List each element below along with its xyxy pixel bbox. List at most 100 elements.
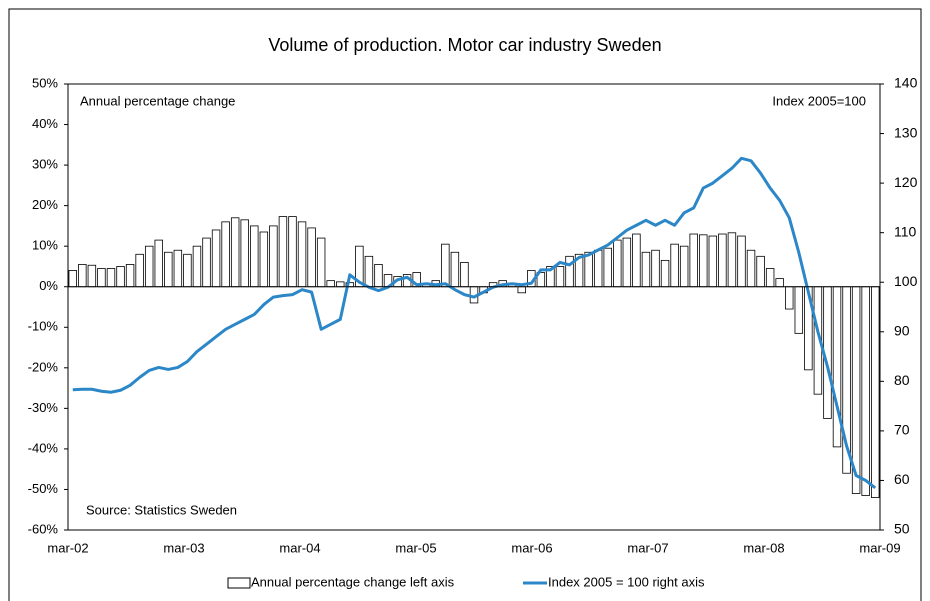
y2-tick-label: 130: [894, 124, 918, 140]
bar: [144, 245, 154, 288]
bar: [765, 268, 775, 288]
legend-label: Annual percentage change left axis: [251, 574, 455, 589]
y-tick-label: 20%: [32, 197, 58, 212]
y-tick-label: 40%: [32, 116, 58, 131]
y2-tick-label: 110: [894, 223, 917, 239]
annotation: Annual percentage change: [80, 93, 235, 108]
bar: [775, 278, 784, 288]
bar: [326, 280, 335, 288]
bar: [660, 259, 670, 288]
bar: [450, 251, 460, 288]
bar: [699, 234, 708, 288]
x-tick-label: mar-06: [511, 540, 552, 555]
bar: [259, 231, 269, 288]
bar: [565, 255, 574, 288]
bar: [288, 216, 297, 288]
bar: [737, 235, 746, 288]
y-tick-label: -10%: [28, 319, 59, 334]
bar: [689, 233, 698, 288]
y-tick-label: -50%: [28, 481, 59, 496]
bar: [517, 286, 526, 294]
bar: [173, 249, 183, 288]
bar: [154, 239, 163, 288]
x-tick-label: mar-09: [859, 540, 900, 555]
y-tick-label: 10%: [32, 238, 58, 253]
bar: [651, 249, 660, 288]
bar: [785, 286, 794, 310]
bar: [555, 266, 565, 288]
y2-tick-label: 50: [894, 521, 910, 537]
bar: [622, 237, 632, 288]
bar: [746, 249, 756, 288]
legend-label: Index 2005 = 100 right axis: [548, 574, 705, 589]
bar: [164, 251, 173, 288]
bar: [641, 251, 651, 288]
bar: [718, 233, 727, 288]
bar: [336, 281, 345, 288]
bar: [603, 247, 612, 288]
x-tick-label: mar-02: [47, 540, 88, 555]
chart-title: Volume of production. Motor car industry…: [268, 35, 661, 55]
bar: [78, 264, 87, 288]
y-tick-label: 0%: [39, 278, 58, 293]
bar: [68, 270, 77, 288]
y2-tick-label: 80: [894, 372, 910, 388]
bar: [613, 239, 622, 288]
bar: [183, 253, 192, 288]
y2-tick-label: 100: [894, 273, 918, 289]
bar: [727, 232, 737, 288]
x-tick-label: mar-08: [743, 540, 784, 555]
x-tick-label: mar-05: [395, 540, 436, 555]
plot-area: [67, 83, 881, 531]
bar: [364, 255, 374, 288]
bar: [240, 219, 249, 288]
bar: [679, 245, 689, 288]
bar: [221, 221, 230, 288]
bar: [297, 221, 307, 288]
legend-swatch: [227, 577, 251, 589]
y-tick-label: -60%: [28, 521, 59, 536]
bar: [211, 229, 221, 288]
annotation: Index 2005=100: [772, 93, 866, 108]
y-tick-label: -20%: [28, 359, 59, 374]
bar: [374, 264, 383, 288]
bar: [250, 225, 259, 288]
bar: [135, 253, 144, 288]
y2-tick-label: 140: [894, 75, 918, 91]
bar: [584, 251, 593, 288]
bar: [460, 261, 469, 288]
y2-tick-label: 90: [894, 322, 910, 338]
bar: [632, 233, 641, 288]
y-tick-label: -40%: [28, 440, 59, 455]
bar: [230, 217, 240, 288]
bar: [278, 216, 288, 288]
line: [72, 156, 877, 490]
bar: [202, 237, 211, 288]
y-tick-label: 50%: [32, 75, 58, 90]
bar: [794, 286, 804, 334]
bar: [441, 243, 450, 288]
bar: [87, 264, 97, 288]
y2-tick-label: 60: [894, 471, 910, 487]
bar: [192, 245, 202, 288]
y-tick-label: 30%: [32, 157, 58, 172]
annotation: Source: Statistics Sweden: [86, 502, 237, 517]
bar: [307, 227, 316, 288]
bar: [670, 243, 679, 288]
bar: [116, 266, 125, 288]
bar: [316, 237, 326, 288]
x-tick-label: mar-07: [627, 540, 668, 555]
x-tick-label: mar-04: [279, 540, 320, 555]
bar: [125, 264, 135, 288]
y-tick-label: -30%: [28, 400, 59, 415]
bar: [106, 268, 116, 288]
bar: [756, 255, 765, 288]
bar: [871, 286, 880, 498]
bar: [593, 249, 603, 288]
chart-frame: [8, 8, 922, 601]
bar: [708, 235, 718, 288]
x-tick-label: mar-03: [163, 540, 204, 555]
bar: [97, 268, 106, 288]
y2-tick-label: 70: [894, 422, 910, 438]
